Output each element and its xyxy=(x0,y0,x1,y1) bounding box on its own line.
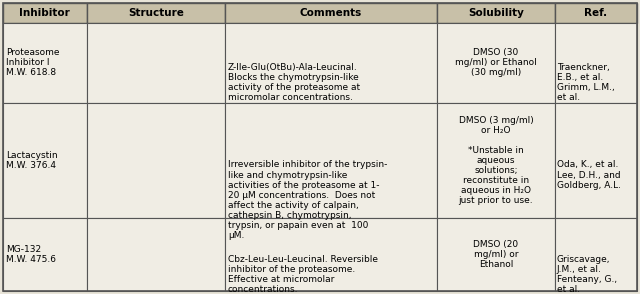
Text: Ref.: Ref. xyxy=(584,8,607,18)
Text: MG-132
M.W. 475.6: MG-132 M.W. 475.6 xyxy=(6,245,56,264)
Text: Cbz-Leu-Leu-Leucinal. Reversible
inhibitor of the proteasome.
Effective at micro: Cbz-Leu-Leu-Leucinal. Reversible inhibit… xyxy=(228,255,378,294)
Bar xyxy=(555,218,637,291)
Bar xyxy=(555,103,637,218)
Bar xyxy=(225,23,437,103)
Text: Irreversible inhibitor of the trypsin-
like and chymotrypsin-like
activities of : Irreversible inhibitor of the trypsin- l… xyxy=(228,161,387,240)
Bar xyxy=(555,3,637,23)
Bar xyxy=(555,23,637,103)
Bar xyxy=(437,3,555,23)
Bar xyxy=(86,23,225,103)
Text: Griscavage,
J.M., et al.
Fenteany, G.,
et al.: Griscavage, J.M., et al. Fenteany, G., e… xyxy=(557,255,617,294)
Text: Z-Ile-Glu(OtBu)-Ala-Leucinal.
Blocks the chymotrypsin-like
activity of the prote: Z-Ile-Glu(OtBu)-Ala-Leucinal. Blocks the… xyxy=(228,63,360,102)
Text: Structure: Structure xyxy=(128,8,184,18)
Bar xyxy=(225,103,437,218)
Text: Comments: Comments xyxy=(300,8,362,18)
Bar xyxy=(437,103,555,218)
Bar xyxy=(225,3,437,23)
Bar xyxy=(3,23,86,103)
Text: Traenckner,
E.B., et al.
Grimm, L.M.,
et al.: Traenckner, E.B., et al. Grimm, L.M., et… xyxy=(557,63,614,102)
Bar xyxy=(3,218,86,291)
Text: DMSO (3 mg/ml)
or H₂O

*Unstable in
aqueous
solutions;
reconstitute in
aqueous i: DMSO (3 mg/ml) or H₂O *Unstable in aqueo… xyxy=(458,116,533,205)
Text: Lactacystin
M.W. 376.4: Lactacystin M.W. 376.4 xyxy=(6,151,58,170)
Bar xyxy=(437,23,555,103)
Bar xyxy=(437,218,555,291)
Bar xyxy=(86,103,225,218)
Bar xyxy=(3,103,86,218)
Bar xyxy=(225,218,437,291)
Text: Inhibitor: Inhibitor xyxy=(19,8,70,18)
Bar xyxy=(86,218,225,291)
Text: Proteasome
Inhibitor I
M.W. 618.8: Proteasome Inhibitor I M.W. 618.8 xyxy=(6,49,60,78)
Text: DMSO (30
mg/ml) or Ethanol
(30 mg/ml): DMSO (30 mg/ml) or Ethanol (30 mg/ml) xyxy=(455,49,537,78)
Text: DMSO (20
mg/ml) or
Ethanol: DMSO (20 mg/ml) or Ethanol xyxy=(474,240,518,269)
Bar xyxy=(3,3,86,23)
Text: Solubility: Solubility xyxy=(468,8,524,18)
Text: Oda, K., et al.
Lee, D.H., and
Goldberg, A.L.: Oda, K., et al. Lee, D.H., and Goldberg,… xyxy=(557,161,621,190)
Bar xyxy=(86,3,225,23)
